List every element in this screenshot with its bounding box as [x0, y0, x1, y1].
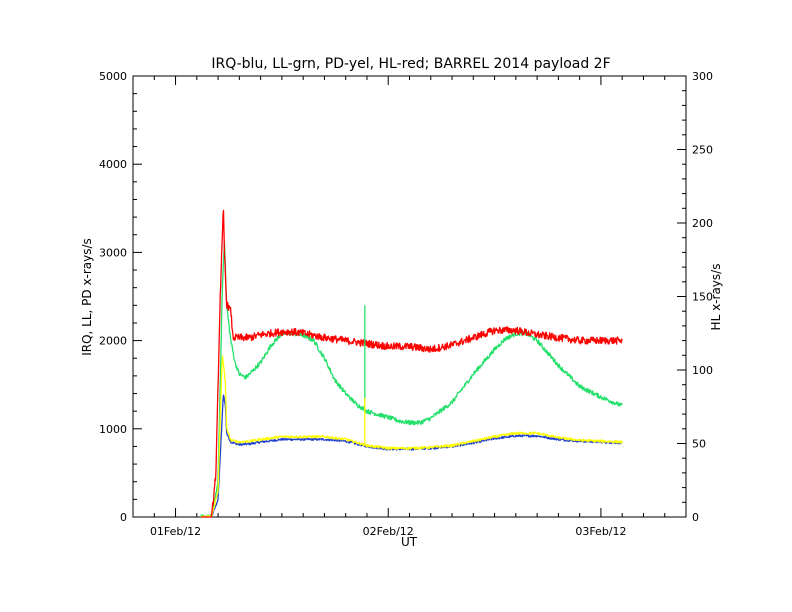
y2-tick-label: 150: [692, 291, 713, 304]
series-irq-line: [200, 394, 623, 518]
y-tick-label: 5000: [99, 70, 127, 83]
series-hl-line: [200, 209, 623, 518]
y-tick-label: 4000: [99, 158, 127, 171]
y2-tick-label: 300: [692, 70, 713, 83]
y-axis-label-right: HL x-rays/s: [709, 264, 723, 331]
y-axis-label-left: IRQ, LL, PD x-rays/s: [80, 238, 94, 356]
x-tick-label: 03Feb/12: [575, 525, 626, 538]
x-tick-label: 01Feb/12: [150, 525, 201, 538]
y2-tick-label: 0: [692, 511, 699, 524]
y-tick-label: 3000: [99, 246, 127, 259]
y-tick-label: 2000: [99, 335, 127, 348]
y2-tick-label: 200: [692, 217, 713, 230]
axes-layer: 01Feb/12 02Feb/12 03Feb/120100020003000400…: [99, 70, 713, 538]
series-ll-line: [200, 240, 623, 518]
y2-tick-label: 50: [692, 438, 706, 451]
series-pd-line: [200, 355, 623, 518]
chart-title: IRQ-blu, LL-grn, PD-yel, HL-red; BARREL …: [211, 56, 610, 72]
y-tick-label: 0: [120, 511, 127, 524]
x-tick-label: 02Feb/12: [363, 525, 414, 538]
y2-tick-label: 250: [692, 144, 713, 157]
y-tick-label: 1000: [99, 423, 127, 436]
x-axis-label: UT: [401, 535, 418, 549]
y2-tick-label: 100: [692, 364, 713, 377]
series-layer: [200, 209, 623, 518]
